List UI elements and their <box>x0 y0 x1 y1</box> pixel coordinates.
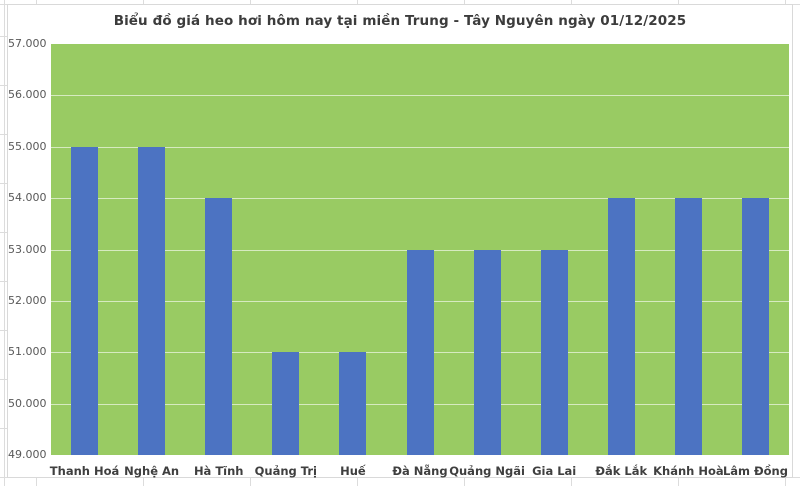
sheet-gridline <box>36 0 37 4</box>
bar <box>674 198 702 455</box>
chart-panel: Biểu đồ giá heo hơi hôm nay tại miền Tru… <box>7 4 793 478</box>
x-category-label: Thanh Hoá <box>49 464 120 478</box>
bar <box>540 249 568 455</box>
sheet-gridline <box>678 0 679 4</box>
plot-area <box>51 44 789 455</box>
y-tick-label: 49.000 <box>8 448 47 461</box>
bar <box>741 198 769 455</box>
bar <box>339 352 367 455</box>
sheet-gridline <box>0 428 7 429</box>
x-category-label: Quảng Trị <box>254 464 317 478</box>
sheet-gridline <box>0 85 7 86</box>
y-tick-label: 57.000 <box>8 37 47 50</box>
sheet-gridline <box>0 330 7 331</box>
y-tick-label: 56.000 <box>8 88 47 102</box>
bar <box>71 146 99 455</box>
y-tick-label: 50.000 <box>8 396 47 410</box>
sheet-gridline <box>357 0 358 4</box>
x-category-label: Hà Tĩnh <box>193 464 244 478</box>
bar <box>406 249 434 455</box>
sheet-gridline <box>0 379 7 380</box>
sheet-gridline <box>785 478 786 486</box>
sheet-gridline <box>785 0 786 4</box>
sheet-gridline <box>0 281 7 282</box>
bar <box>205 198 233 455</box>
sheet-gridline <box>678 478 679 486</box>
x-axis: Thanh Hoá Nghệ An Hà Tĩnh Quảng Trị Huế Đà Nẵ… <box>49 461 789 481</box>
chart-title: Biểu đồ giá heo hơi hôm nay tại miền Tru… <box>113 13 687 29</box>
x-category-label: Gia Lai <box>532 464 577 478</box>
gridline <box>51 198 789 200</box>
sheet-gridline <box>250 0 251 4</box>
x-category-label: Huế <box>340 464 366 478</box>
gridline <box>51 146 789 148</box>
sheet-gridline <box>143 478 144 486</box>
sheet-gridline <box>4 0 5 486</box>
x-category-label: Lâm Đồng <box>722 464 788 478</box>
sheet-gridline <box>357 478 358 486</box>
sheet-gridline <box>464 478 465 486</box>
sheet-gridline <box>0 183 7 184</box>
sheet-gridline <box>571 478 572 486</box>
sheet-gridline <box>36 478 37 486</box>
bar <box>607 198 635 455</box>
x-category-label: Đắk Lắk <box>595 464 648 478</box>
y-axis: 49.000 50.000 51.000 52.000 53.000 54.000 55.0… <box>8 37 47 461</box>
sheet-gridline <box>143 0 144 4</box>
x-category-label: Quảng Ngãi <box>449 464 525 478</box>
gridline <box>51 95 789 97</box>
x-category-label: Nghệ An <box>124 464 180 478</box>
bar <box>272 352 300 455</box>
sheet-gridline <box>571 0 572 4</box>
sheet-gridline <box>0 134 7 135</box>
sheet-gridline <box>464 0 465 4</box>
y-tick-label: 52.000 <box>8 293 47 307</box>
x-category-label: Khánh Hoà <box>653 464 724 478</box>
sheet-gridline <box>250 478 251 486</box>
y-tick-label: 55.000 <box>8 139 47 153</box>
x-category-label: Đà Nẵng <box>392 464 448 478</box>
y-tick-label: 54.000 <box>8 191 47 205</box>
y-tick-label: 51.000 <box>8 345 47 359</box>
sheet-gridline <box>0 232 7 233</box>
y-tick-label: 53.000 <box>8 242 47 256</box>
sheet-gridline <box>0 36 7 37</box>
bar <box>473 249 501 455</box>
bar <box>138 146 166 455</box>
